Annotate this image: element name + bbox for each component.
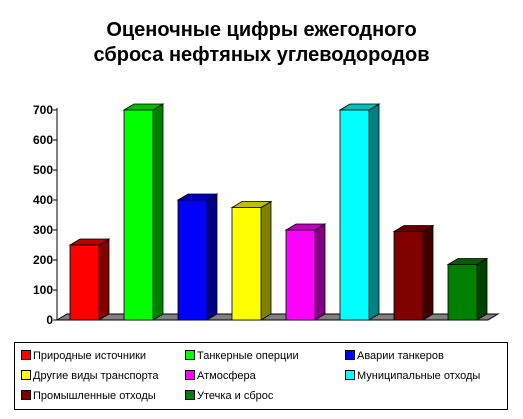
y-tick-label: 400 (33, 193, 53, 207)
legend-swatch (185, 350, 195, 360)
bar-5 (284, 223, 327, 321)
legend-item: Танкерные оперции (185, 350, 299, 363)
legend-label: Другие виды транспорта (33, 370, 159, 382)
y-tick-label: 600 (33, 133, 53, 147)
legend-swatch (185, 370, 195, 380)
y-tick-label: 100 (33, 283, 53, 297)
legend-swatch (21, 370, 31, 380)
legend-swatch (345, 350, 355, 360)
legend-label: Атмосфера (197, 370, 256, 382)
bar-front (339, 109, 370, 321)
legend-label: Промышленные отходы (33, 390, 156, 402)
y-tick-label: 700 (33, 103, 53, 117)
bar-front (231, 207, 262, 321)
bar-side (260, 200, 272, 321)
bar-side (422, 224, 434, 321)
legend-label: Аварии танкеров (357, 350, 444, 362)
bar-7 (392, 224, 435, 321)
y-tick-label: 300 (33, 223, 53, 237)
y-tick-label: 500 (33, 163, 53, 177)
y-tick-label: 200 (33, 253, 53, 267)
legend-item: Другие виды транспорта (21, 370, 158, 383)
chart-plot: 0 100 200 300 400 500 600 700 (33, 103, 500, 327)
bar-side (206, 193, 218, 321)
chart-title-line-1: Оценочные цифры ежегодного (106, 19, 417, 41)
bar-front (177, 199, 208, 321)
legend-item: Аварии танкеров (345, 350, 444, 363)
bar-front (285, 229, 316, 321)
bar-1 (68, 238, 111, 321)
bar-side (98, 238, 110, 321)
chart-title-line-2: сброса нефтяных углеводородов (93, 44, 430, 66)
legend-label: Утечка и сброс (197, 390, 274, 402)
bar-side (314, 223, 326, 321)
bar-3 (176, 193, 219, 321)
legend-item: Атмосфера (185, 370, 256, 383)
legend-label: Природные источники (33, 350, 147, 362)
legend-swatch (345, 370, 355, 380)
bar-front (69, 244, 100, 321)
legend-item: Утечка и сброс (185, 390, 273, 403)
legend-item: Природные источники (21, 350, 146, 363)
legend-item: Промышленные отходы (21, 390, 156, 403)
bar-8 (446, 257, 489, 321)
bar-side (368, 103, 380, 321)
legend-item: Муниципальные отходы (345, 370, 480, 383)
chart-title: Оценочные цифры ежегодного сброса нефтян… (0, 18, 523, 68)
legend-label: Муниципальные отходы (357, 370, 481, 382)
chart-bars (68, 103, 489, 321)
legend-swatch (21, 390, 31, 400)
bar-side (152, 103, 164, 321)
bar-6 (338, 103, 381, 321)
bar-front (393, 231, 424, 321)
legend-swatch (21, 350, 31, 360)
bar-2 (122, 103, 165, 321)
y-tick-label: 0 (46, 313, 53, 327)
legend-swatch (185, 390, 195, 400)
chart-axes: 0 100 200 300 400 500 600 700 (33, 103, 500, 327)
bar-4 (230, 200, 273, 321)
bar-side (476, 257, 488, 321)
bar-front (447, 264, 478, 321)
bar-front (123, 109, 154, 321)
chart-legend: Природные источники Танкерные оперции Авар… (14, 342, 508, 410)
legend-label: Танкерные оперции (197, 350, 299, 362)
